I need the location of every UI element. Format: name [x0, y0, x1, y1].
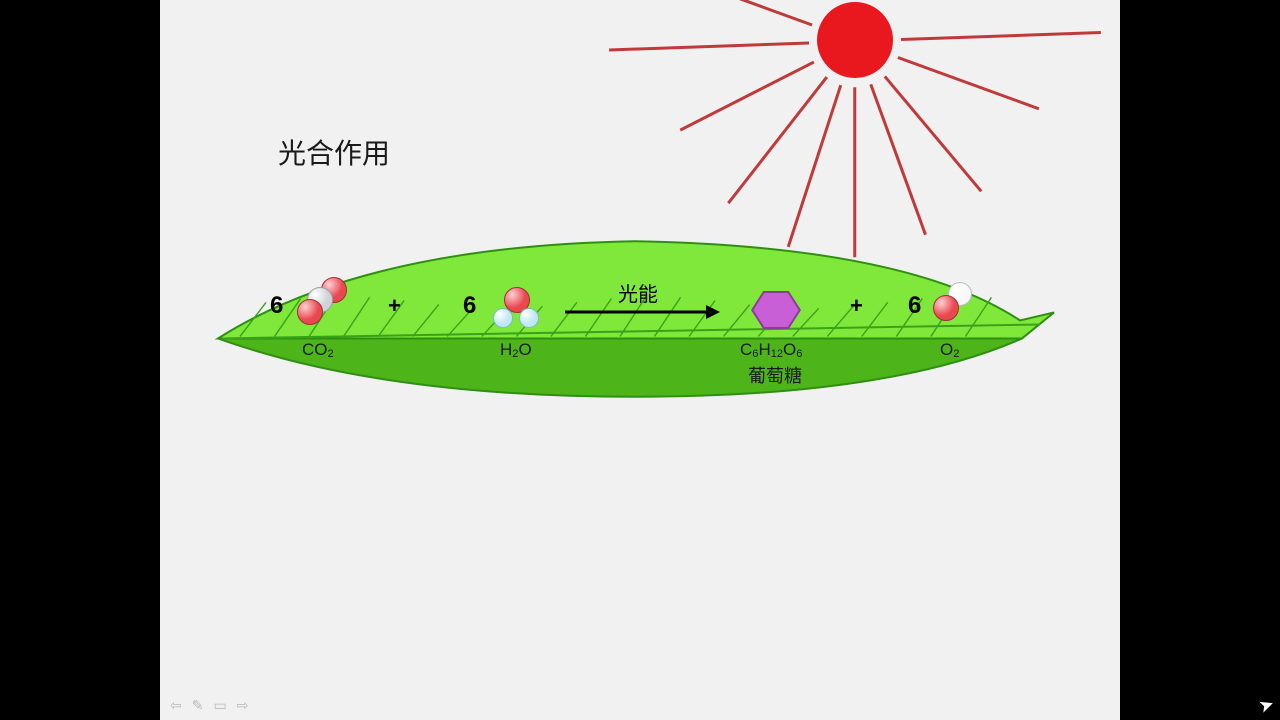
co2-molecule-icon — [300, 278, 360, 328]
reaction-arrow — [565, 304, 720, 325]
sun-ray — [727, 77, 827, 205]
plus-sign: + — [388, 293, 401, 319]
diagram-title: 光合作用 — [278, 132, 390, 172]
sun-ray — [609, 42, 809, 51]
menu-icon[interactable]: ▭ — [213, 697, 226, 714]
pen-icon[interactable]: ✎ — [192, 697, 204, 714]
chemical-formula: CO2 — [302, 340, 334, 360]
coefficient: 6 — [270, 292, 283, 320]
sun-ray — [633, 0, 812, 27]
chemical-formula: C6H12O6 — [740, 340, 802, 360]
chemical-formula: H2O — [500, 340, 532, 360]
o2-molecule-icon — [934, 284, 978, 328]
glucose-label: 葡萄糖 — [748, 362, 802, 388]
forward-icon[interactable]: ⇨ — [237, 697, 249, 714]
sun-core — [817, 2, 893, 78]
slideshow-nav: ⇦ ✎ ▭ ⇨ — [170, 697, 248, 714]
sun-ray — [870, 84, 927, 235]
chemical-formula: O2 — [940, 340, 959, 360]
arrow-label-light-energy: 光能 — [618, 278, 658, 307]
plus-sign: + — [850, 293, 863, 319]
cursor-icon: ➤ — [1256, 693, 1277, 718]
coefficient: 6 — [908, 292, 921, 320]
slide-canvas: 光合作用 6 CO2 +6 H2O 光能 C6H12O6葡萄糖 +6 O2 — [160, 0, 1120, 720]
sun-ray — [901, 31, 1101, 40]
h2o-molecule-icon — [495, 288, 545, 332]
sun-ray — [787, 85, 842, 247]
back-icon[interactable]: ⇦ — [170, 697, 182, 714]
coefficient: 6 — [463, 292, 476, 320]
sun-ray — [884, 76, 982, 193]
sun-ray — [898, 56, 1040, 110]
sun-ray — [854, 87, 857, 257]
glucose-hexagon-icon — [742, 290, 810, 335]
